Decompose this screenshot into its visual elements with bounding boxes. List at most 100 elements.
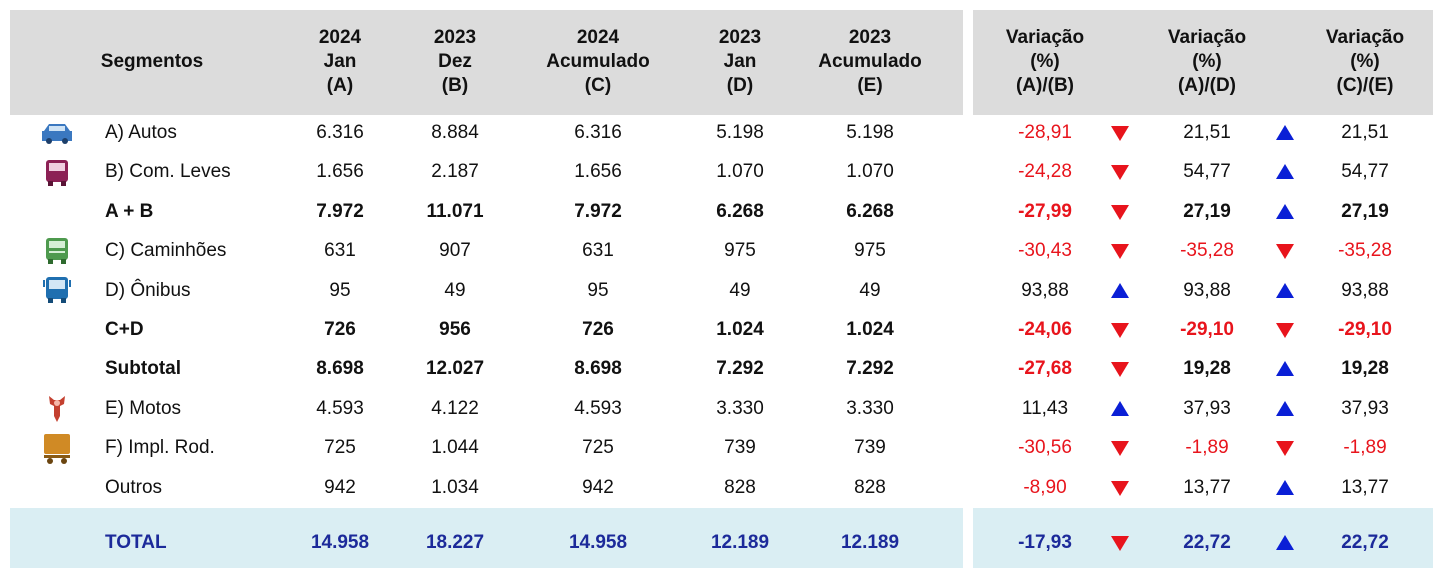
arrow-shape — [1276, 244, 1294, 260]
variation-cell: -17,93 — [1018, 532, 1072, 553]
value-cell: 6.268 — [846, 200, 894, 222]
header-line: (A)/(B) — [1015, 75, 1075, 96]
value-cell: 725 — [324, 437, 356, 459]
header-line: (B) — [441, 75, 469, 96]
up-arrow — [1276, 535, 1294, 550]
variation-cell: 21,51 — [1183, 122, 1231, 143]
header-line: (%) — [1192, 51, 1222, 72]
value-cell: 942 — [324, 476, 356, 498]
variation-cell: -27,99 — [1018, 200, 1072, 222]
header-line: (A)/(D) — [1177, 75, 1237, 96]
up-arrow — [1276, 125, 1294, 140]
value-cell: 12.189 — [710, 532, 770, 553]
header-line: Variação — [1167, 27, 1247, 48]
variation-cell: -29,10 — [1180, 319, 1234, 340]
segment-label: C) Caminhões — [105, 240, 227, 262]
header-line: 2024 — [318, 27, 362, 48]
header-line: (%) — [1350, 51, 1380, 72]
header-line: (%) — [1030, 51, 1060, 72]
value-cell: 5.198 — [716, 122, 764, 143]
value-cell: 95 — [587, 279, 609, 301]
down-arrow — [1111, 244, 1129, 260]
value-cell: 12.189 — [840, 532, 900, 553]
car-icon — [42, 124, 72, 144]
value-cell: 49 — [444, 279, 466, 301]
down-arrow — [1276, 323, 1294, 338]
value-cell: 4.593 — [574, 397, 622, 419]
arrow-shape — [1111, 536, 1129, 551]
value-cell: 7.972 — [316, 200, 364, 222]
value-cell: 7.292 — [716, 358, 764, 380]
value-cell: 1.024 — [846, 319, 894, 340]
header-line: Variação — [1005, 27, 1085, 48]
arrow-shape — [1276, 323, 1294, 338]
arrow-shape — [1111, 362, 1129, 378]
down-arrow — [1111, 480, 1129, 496]
column-header: Variação (%) (A)/(B) — [1006, 26, 1084, 98]
variation-cell: -30,43 — [1018, 240, 1072, 262]
header-line: Variação — [1325, 27, 1405, 48]
arrow-shape — [1276, 164, 1294, 180]
variation-cell: 11,43 — [1021, 397, 1069, 419]
header-line: Acumulado — [818, 51, 922, 72]
column-header: 2023 Jan (D) — [719, 26, 761, 98]
variation-cell: -24,06 — [1018, 319, 1072, 340]
value-cell: 726 — [582, 319, 614, 340]
value-cell: 828 — [854, 476, 886, 498]
variation-cell: -29,10 — [1338, 319, 1392, 340]
trailer-icon — [44, 434, 70, 464]
variation-cell: 19,28 — [1341, 358, 1389, 380]
variation-cell: 21,51 — [1341, 122, 1389, 143]
arrow-shape — [1111, 480, 1129, 496]
down-arrow — [1111, 126, 1129, 141]
value-cell: 3.330 — [716, 397, 764, 419]
value-cell: 6.316 — [316, 122, 364, 143]
value-cell: 3.330 — [846, 397, 894, 419]
column-header: 2023 Acumulado (E) — [818, 26, 921, 98]
down-arrow — [1111, 323, 1129, 338]
variation-cell: -30,56 — [1018, 437, 1072, 459]
value-cell: 1.024 — [716, 319, 764, 340]
arrow-shape — [1276, 282, 1294, 298]
variation-cell: -1,89 — [1343, 437, 1387, 459]
segment-label: Outros — [105, 476, 163, 498]
header-line: 2023 — [433, 27, 477, 48]
value-cell: 8.698 — [574, 358, 622, 380]
total-bg — [973, 508, 1433, 568]
up-arrow — [1276, 361, 1294, 377]
variation-cell: 54,77 — [1341, 161, 1389, 183]
segment-label: F) Impl. Rod. — [105, 437, 215, 459]
value-cell: 956 — [439, 319, 471, 340]
down-arrow — [1111, 536, 1129, 551]
up-arrow — [1276, 203, 1294, 219]
value-cell: 828 — [724, 476, 756, 498]
up-arrow — [1276, 400, 1294, 416]
value-cell: 975 — [854, 240, 886, 262]
arrow-shape — [1111, 244, 1129, 260]
down-arrow — [1111, 362, 1129, 378]
value-cell: 631 — [582, 240, 614, 262]
total-bg — [10, 508, 963, 568]
bus-icon — [43, 277, 71, 303]
value-cell: 2.187 — [431, 161, 479, 183]
value-cell: 7.972 — [574, 200, 622, 222]
arrow-shape — [1276, 400, 1294, 416]
value-cell: 726 — [324, 319, 356, 340]
segment-label: E) Motos — [105, 397, 182, 419]
value-cell: 6.268 — [716, 200, 764, 222]
up-arrow — [1276, 282, 1294, 298]
truck-icon — [46, 238, 68, 264]
value-cell: 631 — [324, 240, 356, 262]
header-line: Jan — [723, 51, 757, 72]
column-header: Variação (%) (C)/(E) — [1326, 26, 1404, 98]
variation-cell: 54,77 — [1183, 161, 1231, 183]
header-line: (E) — [857, 75, 883, 96]
variation-cell: -35,28 — [1180, 240, 1234, 262]
header-bg — [973, 10, 1433, 115]
variation-cell: -35,28 — [1338, 240, 1392, 262]
value-cell: 739 — [854, 437, 886, 459]
variation-cell: 13,77 — [1341, 476, 1389, 498]
value-cell: 739 — [724, 437, 756, 459]
up-arrow — [1276, 164, 1294, 180]
